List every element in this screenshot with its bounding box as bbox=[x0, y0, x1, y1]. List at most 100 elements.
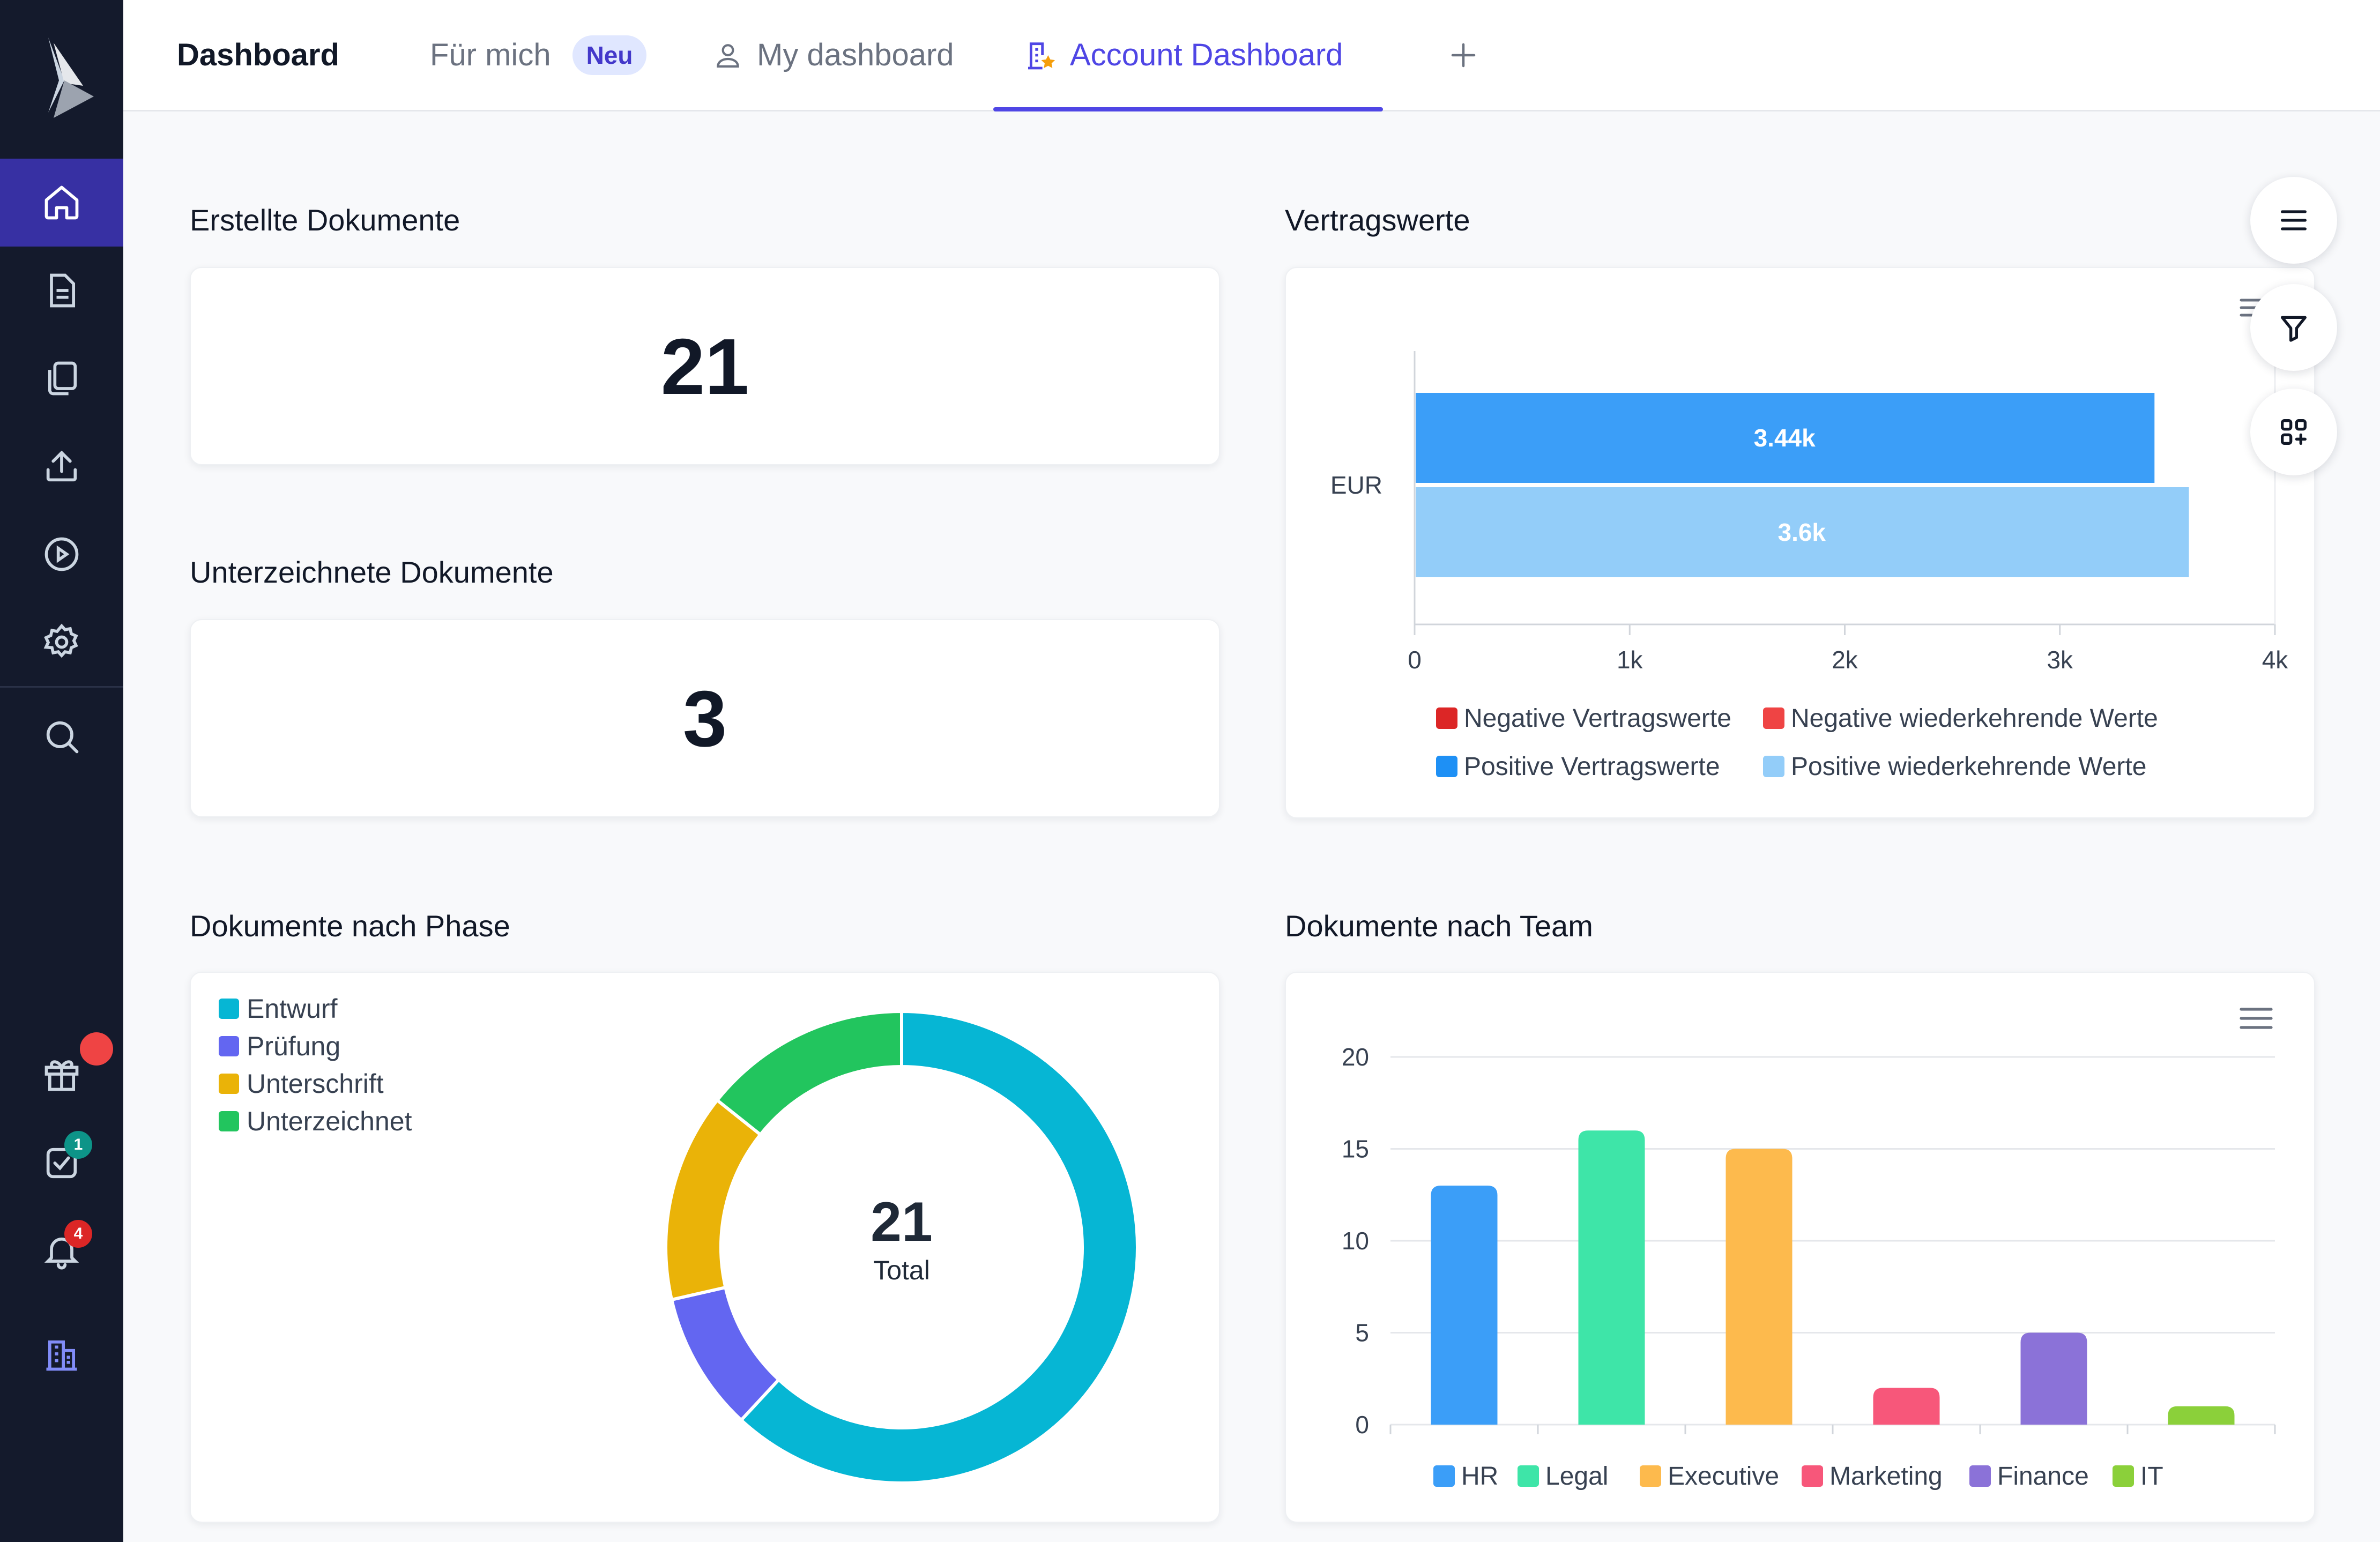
contract-values-chart: 3.44k 3.6k EUR 0 1k 2k 3k 4k Negative Vertragswe… bbox=[1330, 299, 2289, 781]
tick-label: 10 bbox=[1342, 1227, 1369, 1255]
home-icon bbox=[44, 185, 79, 220]
sidebar-item-settings[interactable] bbox=[0, 598, 123, 686]
signed-documents-card[interactable]: 3 bbox=[190, 619, 1220, 817]
tab-label: My dashboard bbox=[757, 38, 954, 72]
legend-label: HR bbox=[1461, 1462, 1498, 1491]
sidebar-item-workflows[interactable] bbox=[0, 510, 123, 598]
filter-fab-button[interactable] bbox=[2250, 284, 2337, 371]
tick-label: 1k bbox=[1617, 646, 1643, 674]
tick-label: 15 bbox=[1342, 1135, 1369, 1163]
bar bbox=[1416, 487, 2189, 577]
chart-menu-icon[interactable] bbox=[2239, 1005, 2273, 1032]
legend-label: Unterzeichnet bbox=[247, 1106, 412, 1136]
legend-swatch bbox=[1763, 707, 1784, 729]
add-widget-fab-button[interactable] bbox=[2250, 389, 2337, 475]
sidebar-item-templates[interactable] bbox=[0, 334, 123, 422]
sidebar-divider bbox=[0, 686, 123, 688]
created-documents-value: 21 bbox=[660, 323, 749, 411]
new-badge: Neu bbox=[572, 35, 647, 75]
sidebar-item-gifts[interactable] bbox=[0, 1030, 123, 1118]
building-star-icon bbox=[1028, 42, 1055, 69]
legend-label: Legal bbox=[1545, 1462, 1608, 1491]
legend-swatch bbox=[1436, 756, 1457, 777]
created-documents-card[interactable]: 21 bbox=[190, 267, 1220, 465]
tab-account-dashboard[interactable]: Account Dashboard bbox=[1024, 0, 1343, 110]
legend-label: Finance bbox=[1997, 1462, 2089, 1491]
legend-item[interactable]: Prüfung bbox=[219, 1031, 340, 1062]
donut-center-label: Total bbox=[873, 1255, 930, 1285]
legend-swatch bbox=[2113, 1465, 2134, 1487]
tab-my-dashboard[interactable]: My dashboard bbox=[713, 0, 954, 110]
document-icon bbox=[50, 273, 76, 308]
legend-label: Executive bbox=[1668, 1462, 1779, 1491]
donut-slice bbox=[715, 1009, 903, 1137]
sidebar-item-account[interactable] bbox=[0, 1310, 123, 1398]
bell-icon bbox=[44, 1238, 79, 1270]
tick-label: 3k bbox=[2047, 646, 2073, 674]
legend-item[interactable]: Entwurf bbox=[219, 993, 338, 1024]
bar bbox=[1873, 1388, 1940, 1425]
legend-label: Unterschrift bbox=[247, 1069, 384, 1099]
legend-item[interactable]: Unterzeichnet bbox=[219, 1106, 412, 1137]
bar bbox=[1726, 1149, 1793, 1425]
menu-fab-button[interactable] bbox=[2250, 177, 2337, 264]
sidebar-item-upload[interactable] bbox=[0, 422, 123, 510]
bar bbox=[2168, 1406, 2235, 1425]
legend-swatch bbox=[1433, 1465, 1455, 1487]
menu-icon bbox=[2281, 210, 2307, 230]
settings-icon bbox=[43, 623, 78, 658]
legend-swatch bbox=[219, 1111, 239, 1131]
sidebar-item-tasks[interactable] bbox=[0, 1119, 123, 1207]
sidebar-item-notifications[interactable] bbox=[0, 1207, 123, 1295]
gift-icon bbox=[44, 1060, 79, 1091]
add-tab-button[interactable] bbox=[1447, 0, 1479, 110]
notification-dot bbox=[80, 1032, 113, 1066]
donut-slice bbox=[664, 1098, 763, 1302]
legend-label: IT bbox=[2140, 1462, 2163, 1491]
tick-label: 4k bbox=[2262, 646, 2289, 674]
widget-title-signed: Unterzeichnete Dokumente bbox=[190, 555, 554, 589]
documents-by-team-card: 0 5 10 15 20 HR Legal Executive Marketing Finance… bbox=[1285, 972, 2315, 1523]
data-label: 3.6k bbox=[1777, 518, 1826, 546]
contract-values-card: 3.44k 3.6k EUR 0 1k 2k 3k 4k Negative Vertragswe… bbox=[1285, 267, 2315, 818]
legend-swatch bbox=[1763, 756, 1784, 777]
legend-label: Marketing bbox=[1829, 1462, 1943, 1491]
donut-center-value: 21 bbox=[871, 1191, 933, 1253]
notifications-badge: 4 bbox=[64, 1220, 92, 1248]
legend-swatch bbox=[1436, 707, 1457, 729]
legend-swatch bbox=[1518, 1465, 1539, 1487]
tasks-icon bbox=[46, 1148, 77, 1179]
legend-label: Positive Vertragswerte bbox=[1464, 753, 1720, 781]
sidebar-item-search[interactable] bbox=[0, 692, 123, 780]
legend-item[interactable]: Unterschrift bbox=[219, 1068, 384, 1099]
sidebar-item-home[interactable] bbox=[0, 159, 123, 247]
tick-label: 5 bbox=[1355, 1319, 1369, 1347]
documents-by-phase-card: Entwurf Prüfung Unterschrift Unterzeichnet … bbox=[190, 972, 1220, 1523]
legend-swatch bbox=[1969, 1465, 1991, 1487]
filter-icon bbox=[2281, 316, 2307, 342]
building-icon bbox=[46, 1340, 77, 1371]
bar bbox=[2020, 1332, 2087, 1425]
legend-swatch bbox=[219, 999, 239, 1019]
search-icon bbox=[46, 721, 79, 754]
legend-swatch bbox=[219, 1074, 239, 1094]
donut-slice bbox=[739, 1009, 1139, 1485]
tick-label: 0 bbox=[1355, 1411, 1369, 1439]
sidebar-item-documents[interactable] bbox=[0, 247, 123, 334]
tab-fuer-mich[interactable]: Für mich Neu bbox=[430, 0, 647, 110]
sidebar: 1 4 bbox=[0, 0, 123, 1542]
legend-label: Negative Vertragswerte bbox=[1464, 704, 1731, 733]
logo bbox=[48, 38, 94, 118]
user-icon bbox=[717, 43, 739, 68]
signed-documents-value: 3 bbox=[682, 675, 727, 763]
tick-label: 0 bbox=[1408, 646, 1422, 674]
plus-icon bbox=[1451, 43, 1476, 67]
legend-label: Negative wiederkehrende Werte bbox=[1791, 704, 2158, 733]
tick-label: 20 bbox=[1342, 1043, 1369, 1071]
legend-swatch bbox=[1802, 1465, 1823, 1487]
tab-label: Für mich bbox=[430, 38, 551, 72]
documents-copy-icon bbox=[48, 361, 77, 396]
widget-title-contract-values: Vertragswerte bbox=[1285, 203, 1470, 237]
legend-label: Positive wiederkehrende Werte bbox=[1791, 753, 2146, 781]
legend-label: Entwurf bbox=[247, 994, 338, 1024]
